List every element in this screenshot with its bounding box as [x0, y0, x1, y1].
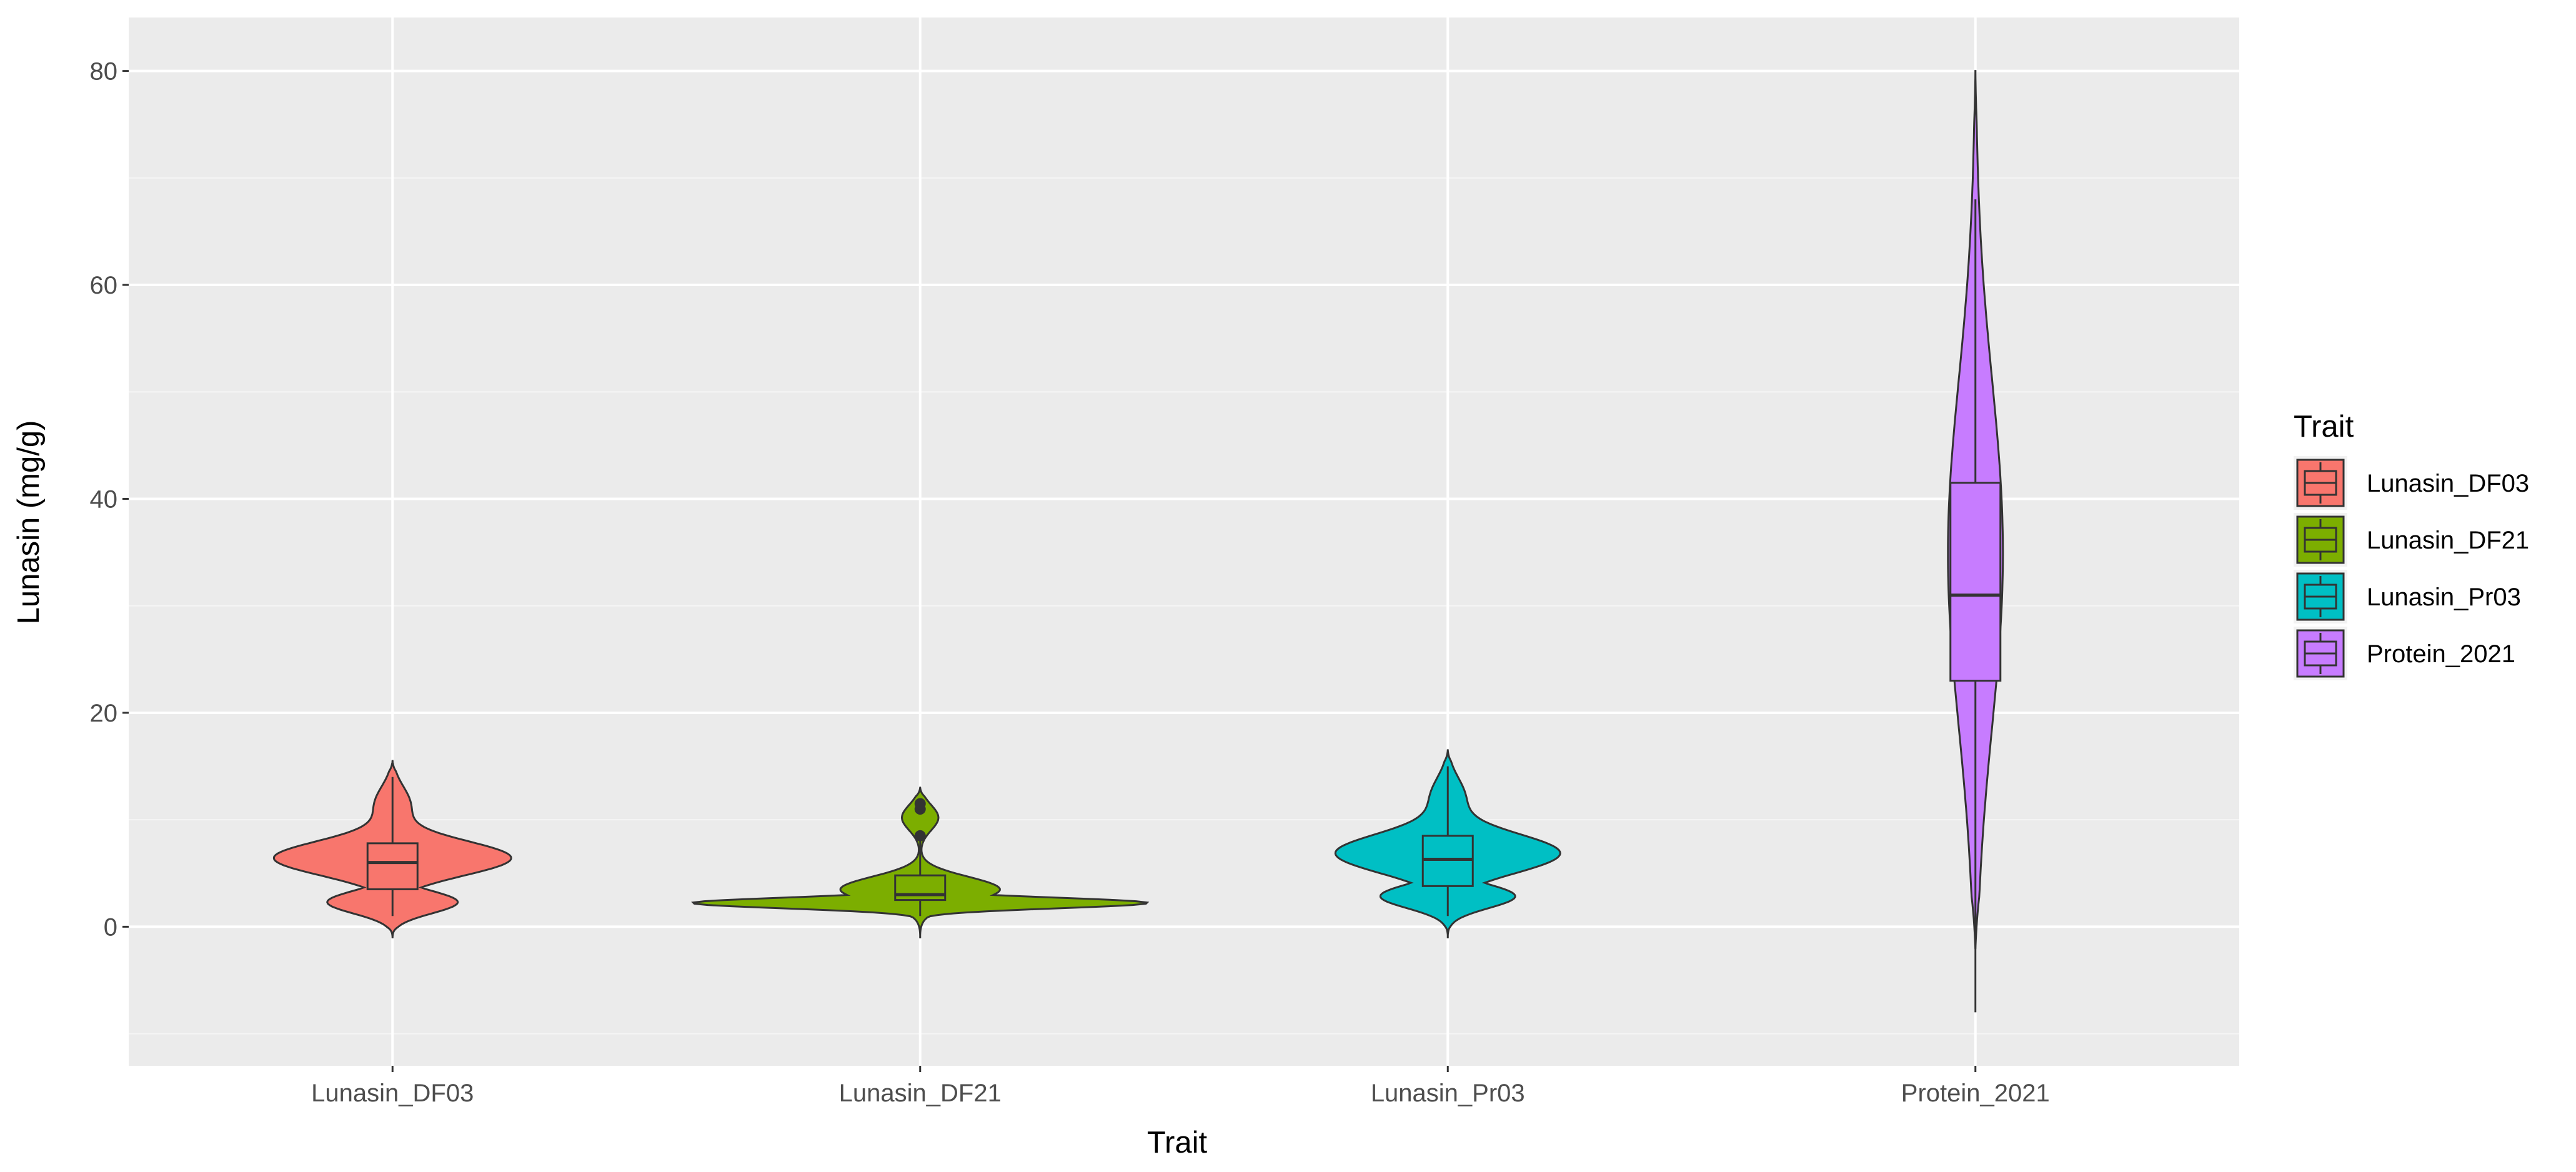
x-tick-label: Lunasin_DF03 — [311, 1080, 474, 1107]
legend-label-Lunasin_DF21: Lunasin_DF21 — [2367, 527, 2529, 554]
outlier-point — [914, 830, 926, 842]
legend-label-Lunasin_DF03: Lunasin_DF03 — [2367, 470, 2529, 497]
violin-layer — [272, 70, 2004, 1013]
x-axis-ticks: Lunasin_DF03 Lunasin_DF21 Lunasin_Pr03 Prot… — [311, 1066, 2050, 1107]
box-Lunasin_DF21 — [894, 874, 947, 901]
y-tick-label: 40 — [90, 486, 118, 514]
legend-label-Lunasin_Pr03: Lunasin_Pr03 — [2367, 584, 2521, 611]
x-tick-label: Lunasin_DF21 — [839, 1080, 1002, 1107]
y-tick-label: 80 — [90, 58, 118, 86]
y-axis-title: Lunasin (mg/g) — [12, 420, 46, 625]
legend: Trait Lunasin_DF03 Lunasin_DF21 Lunasin_Pr… — [2294, 410, 2529, 680]
grid-layer — [129, 17, 2239, 1066]
box-Protein_2021 — [1949, 482, 2002, 682]
plot-panel — [129, 17, 2239, 1066]
box-Lunasin_DF03 — [366, 842, 419, 890]
legend-title: Trait — [2294, 410, 2354, 444]
box-Lunasin_Pr03 — [1421, 835, 1474, 887]
x-tick-label: Protein_2021 — [1901, 1080, 2050, 1107]
x-tick-label: Lunasin_Pr03 — [1371, 1080, 1525, 1107]
outlier-point — [914, 798, 926, 810]
y-tick-label: 0 — [104, 913, 117, 941]
x-axis-title: Trait — [1147, 1126, 1208, 1160]
y-axis-ticks: 0 20 40 60 80 — [90, 58, 129, 941]
y-tick-label: 60 — [90, 272, 118, 299]
legend-label-Protein_2021: Protein_2021 — [2367, 640, 2515, 668]
y-tick-label: 20 — [90, 700, 118, 727]
